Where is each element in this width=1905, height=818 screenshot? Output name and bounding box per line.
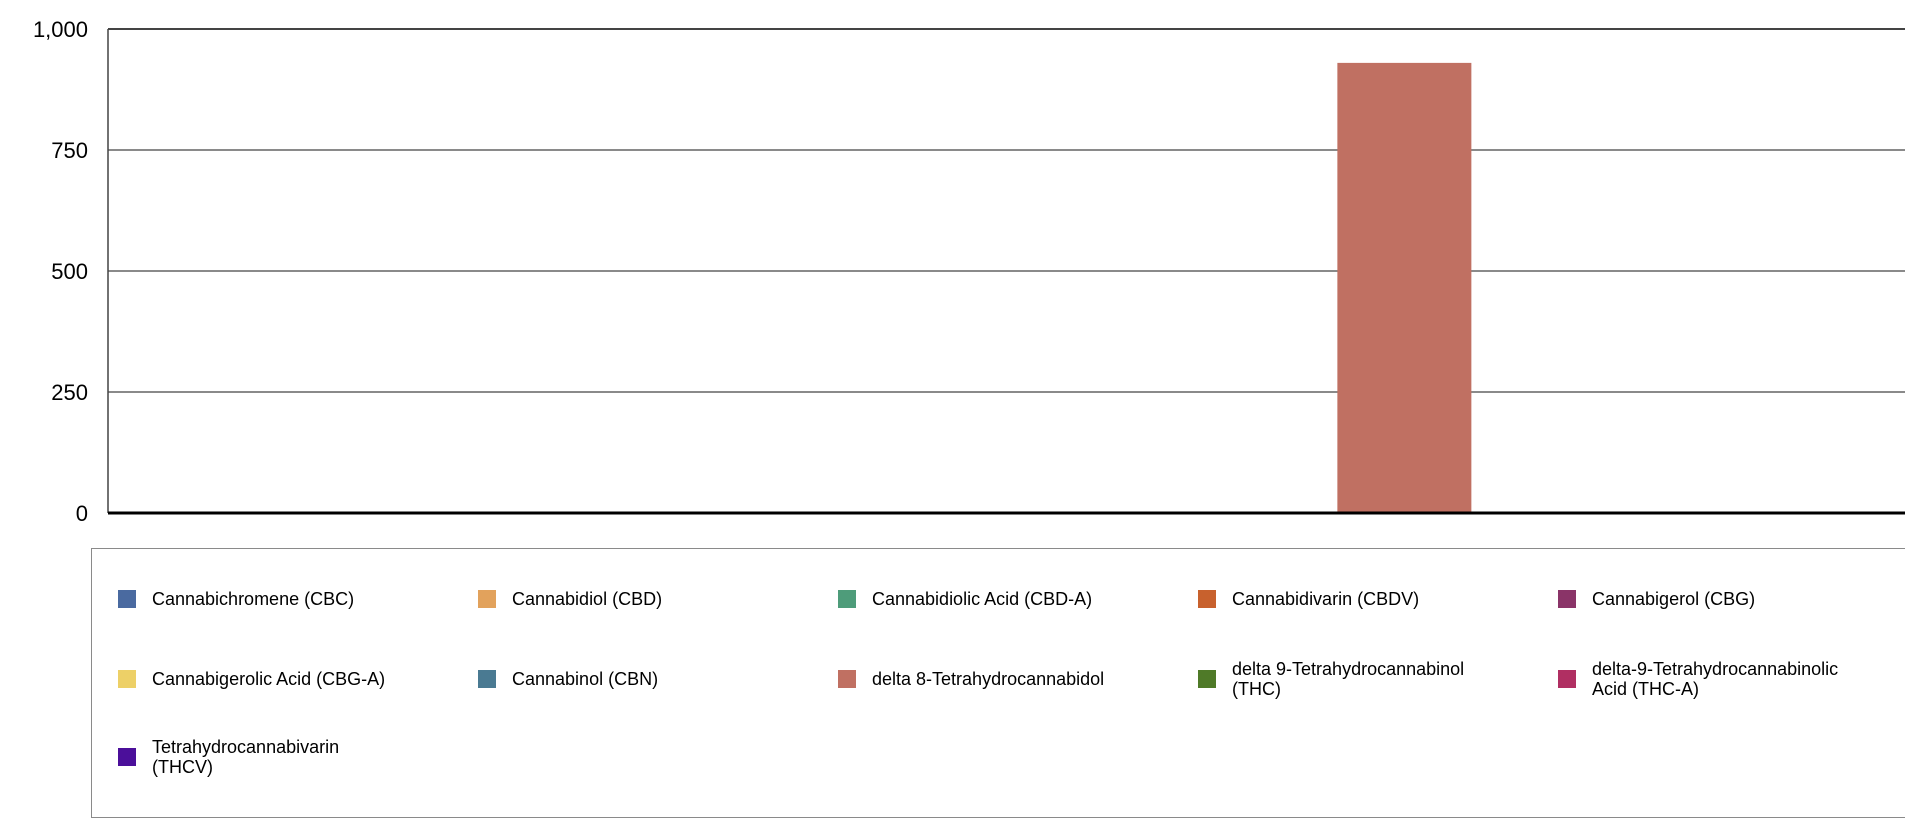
- legend-label: Cannabigerol (CBG): [1592, 589, 1756, 609]
- bar-8: [1337, 62, 1472, 513]
- y-tick-label: 750: [51, 138, 88, 163]
- legend-item: Tetrahydrocannabivarin (THCV): [118, 737, 339, 777]
- gridlines: [107, 28, 1905, 513]
- legend-swatch: [118, 748, 136, 766]
- legend-label: Tetrahydrocannabivarin (THCV): [152, 737, 340, 777]
- legend-label: delta-9-Tetrahydrocannabinolic Acid (THC…: [1592, 659, 1839, 699]
- legend-swatch: [1558, 590, 1576, 608]
- legend-swatch: [1558, 670, 1576, 688]
- y-axis-tick-labels: 0 250 500 750 1,000: [33, 17, 88, 526]
- legend-label: delta 8-Tetrahydrocannabidol: [872, 669, 1105, 689]
- legend-item: delta-9-Tetrahydrocannabinolic Acid (THC…: [1558, 659, 1838, 699]
- legend-item: Cannabigerolic Acid (CBG-A): [118, 659, 385, 699]
- y-tick-label: 1,000: [33, 17, 88, 42]
- legend-item: Cannabidivarin (CBDV): [1198, 579, 1419, 619]
- legend-item: Cannabichromene (CBC): [118, 579, 354, 619]
- legend-swatch: [118, 670, 136, 688]
- y-tick-label: 0: [76, 501, 88, 526]
- legend-label: Cannabinol (CBN): [512, 669, 659, 689]
- legend-label: delta 9-Tetrahydrocannabinol (THC): [1232, 659, 1465, 699]
- legend-swatch: [838, 670, 856, 688]
- legend-swatch: [118, 590, 136, 608]
- legend-item: Cannabidiol (CBD): [478, 579, 662, 619]
- legend-item: Cannabinol (CBN): [478, 659, 658, 699]
- bars: [1337, 62, 1472, 513]
- legend-label: Cannabichromene (CBC): [152, 589, 355, 609]
- legend-swatch: [1198, 670, 1216, 688]
- chart-legend: Cannabichromene (CBC) Cannabidiol (CBD) Ca…: [91, 548, 1905, 818]
- legend-item: delta 8-Tetrahydrocannabidol: [838, 659, 1104, 699]
- legend-label: Cannabidiolic Acid (CBD-A): [872, 589, 1093, 609]
- legend-swatch: [838, 590, 856, 608]
- legend-swatch: [1198, 590, 1216, 608]
- legend-item: delta 9-Tetrahydrocannabinol (THC): [1198, 659, 1464, 699]
- legend-swatch: [478, 590, 496, 608]
- y-tick-label: 500: [51, 259, 88, 284]
- legend-label: Cannabidiol (CBD): [512, 589, 663, 609]
- bar-chart: 0 250 500 750 1,000: [33, 17, 1905, 526]
- y-tick-label: 250: [51, 380, 88, 405]
- legend-swatch: [478, 670, 496, 688]
- legend-label: Cannabidivarin (CBDV): [1232, 589, 1420, 609]
- legend-label: Cannabigerolic Acid (CBG-A): [152, 669, 386, 689]
- legend-item: Cannabidiolic Acid (CBD-A): [838, 579, 1092, 619]
- legend-item: Cannabigerol (CBG): [1558, 579, 1755, 619]
